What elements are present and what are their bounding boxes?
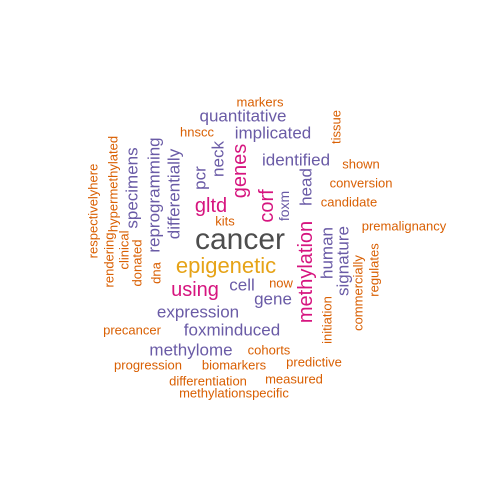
word-gltd: gltd [194,195,228,217]
word-commercially: commercially [350,255,366,331]
word-cohorts: cohorts [247,342,291,358]
word-rendering: rendering [101,232,117,288]
word-foxminduced: foxminduced [183,320,281,340]
word-donated: donated [129,239,145,287]
word-precancer: precancer [103,322,161,338]
word-methylome: methylome [149,340,233,360]
word-neck: neck [208,141,228,177]
word-methylation: methylation [295,220,317,324]
word-gene: gene [254,289,292,309]
word-candidate: candidate [320,194,378,210]
word-differentially: differentially [164,148,184,240]
word-cancer: cancer [194,223,286,256]
word-tissue: tissue [328,110,344,144]
word-hnscc: hnscc [180,124,214,140]
word-quantitative: quantitative [199,106,287,126]
word-kits: kits [215,213,235,229]
word-identified: identified [261,150,331,170]
word-implicated: implicated [234,123,312,143]
word-using: using [171,279,219,301]
word-methylationspecific: methylationspecific [179,385,289,401]
word-reprogramming: reprogramming [144,137,164,253]
word-biomarkers: biomarkers [201,357,267,373]
word-progression: progression [114,357,182,373]
word-specimens: specimens [122,147,142,229]
word-differentiation: differentiation [169,373,247,389]
word-regulates: regulates [366,243,382,297]
word-pcr: pcr [190,166,210,190]
word-markers: markers [236,94,284,110]
word-dna: dna [148,262,164,284]
word-respectivelyhere: respectivelyhere [85,163,101,259]
word-head: head [296,168,316,206]
word-measured: measured [265,371,323,387]
word-genes: genes [229,143,251,199]
word-initiation: initiation [319,296,335,344]
word-shown: shown [342,156,380,172]
word-foxm: foxm [276,190,292,222]
word-now: now [269,275,293,291]
word-epigenetic: epigenetic [175,253,277,278]
word-predictive: predictive [286,354,342,370]
word-cell: cell [229,275,255,295]
word-premalignancy: premalignancy [361,218,447,234]
word-corf: corf [256,189,278,223]
word-conversion: conversion [329,175,393,191]
word-expression: expression [156,302,240,322]
word-signature: signature [333,226,353,296]
word-hypermethylated: hypermethylated [105,135,121,233]
